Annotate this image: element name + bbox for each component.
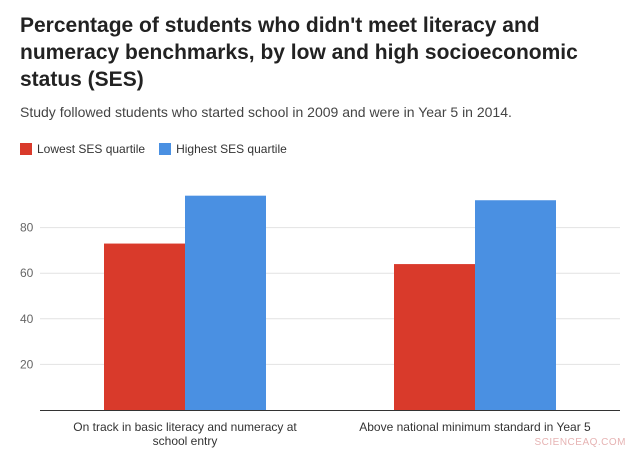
y-tick-label-20: 20: [20, 357, 34, 371]
legend-swatch-highest-ses: [159, 143, 172, 155]
chart-subtitle: Study followed students who started scho…: [20, 104, 512, 120]
x-category-label-1: On track in basic literacy and numeracy …: [73, 420, 297, 448]
watermark: SCIENCEAQ.COM: [534, 437, 626, 448]
x-category-label-2: Above national minimum standard in Year …: [359, 420, 591, 434]
y-tick-label-80: 80: [20, 221, 34, 235]
bar-highest-ses-2: [475, 200, 556, 410]
legend-swatch-lowest-ses: [20, 143, 32, 155]
legend-item-highest-ses: Highest SES quartile: [159, 142, 287, 156]
bar-lowest-ses-2: [394, 264, 475, 410]
legend-label-highest-ses: Highest SES quartile: [176, 142, 287, 156]
y-tick-label-60: 60: [20, 266, 34, 280]
chart-title: Percentage of students who didn't meet l…: [20, 14, 578, 91]
legend-item-lowest-ses: Lowest SES quartile: [20, 142, 145, 156]
legend-label-lowest-ses: Lowest SES quartile: [37, 142, 146, 156]
y-tick-label-40: 40: [20, 312, 34, 326]
bar-lowest-ses-1: [104, 243, 185, 410]
legend: Lowest SES quartile Highest SES quartile: [20, 142, 301, 156]
bar-highest-ses-1: [185, 195, 266, 410]
